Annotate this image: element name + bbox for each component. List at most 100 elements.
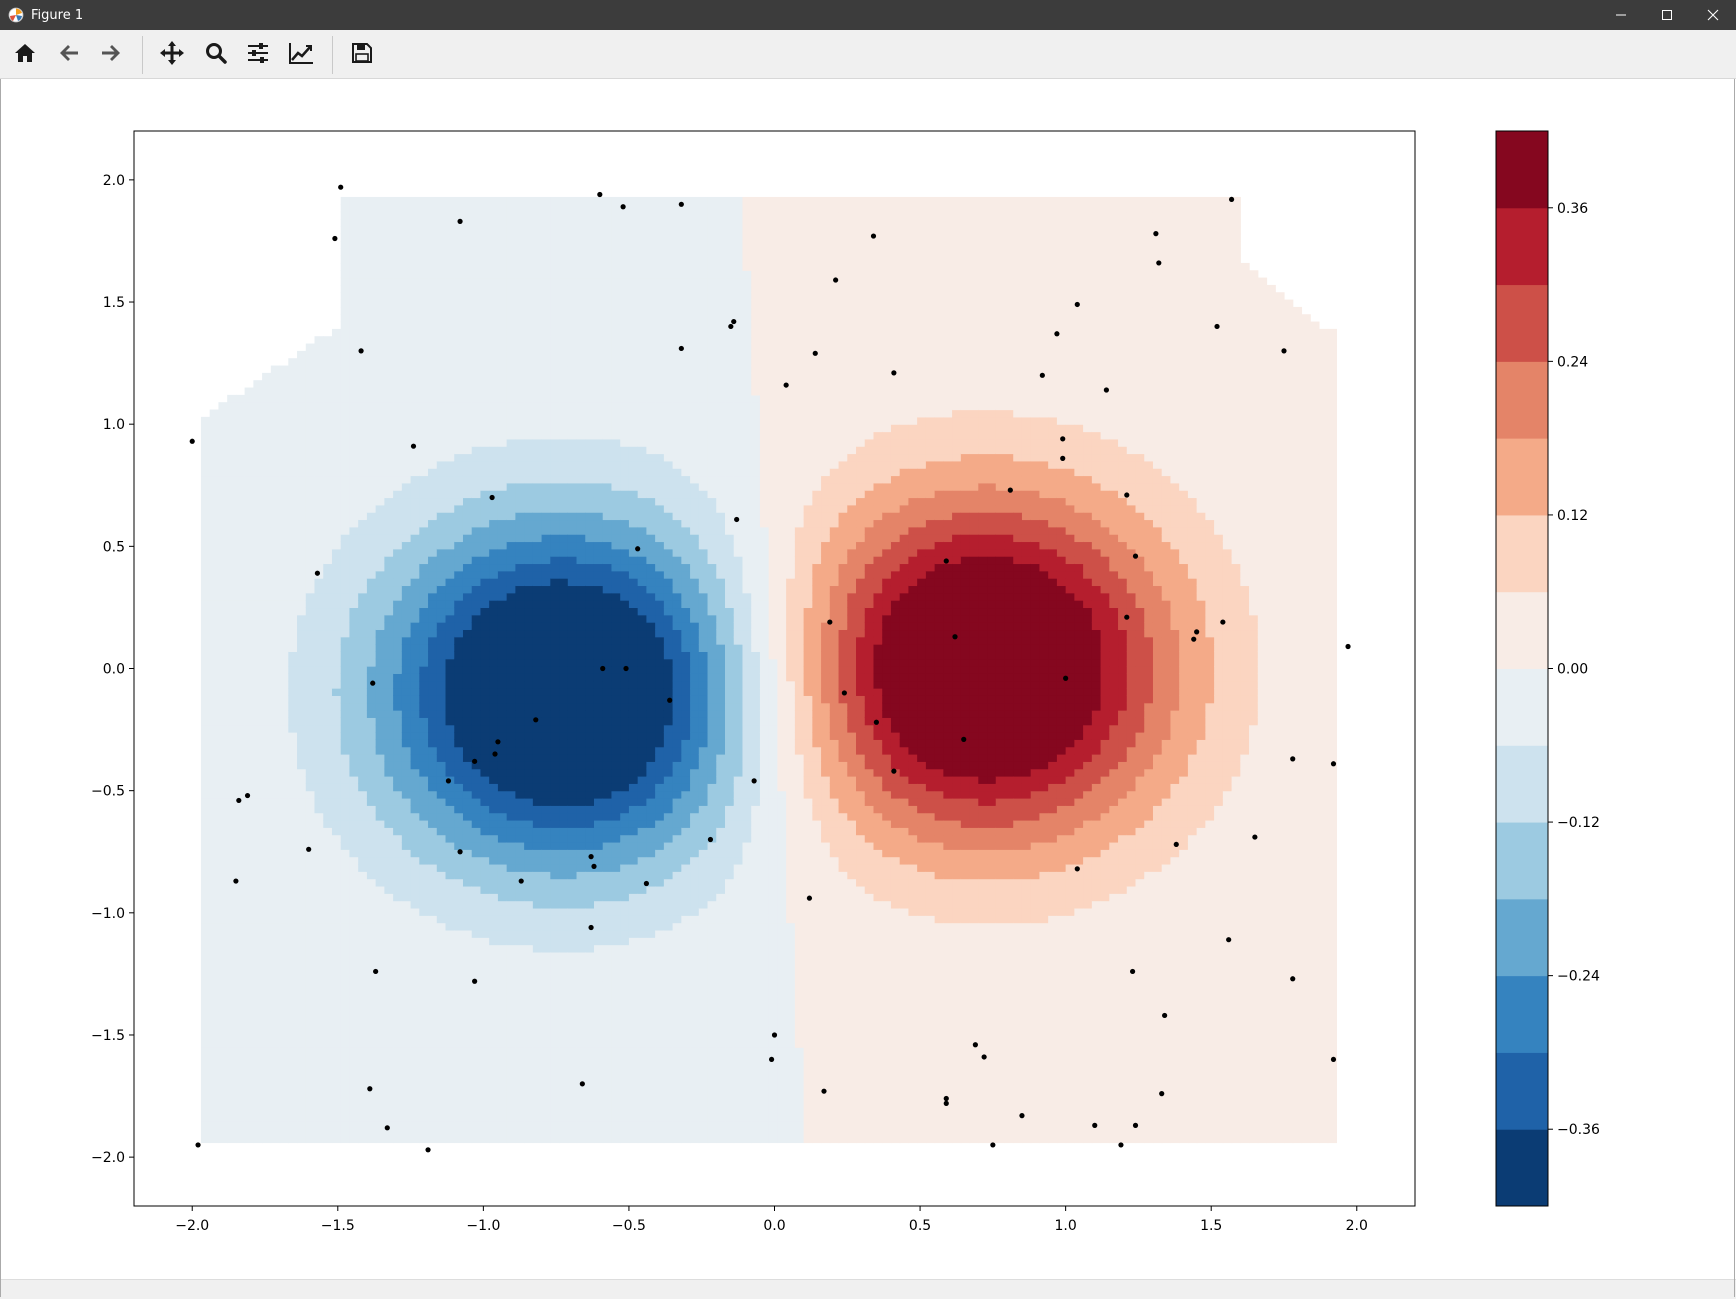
contour-cell: [480, 871, 490, 880]
contour-cell: [401, 270, 412, 279]
contour-cell: [375, 1098, 385, 1107]
contour-cell: [323, 651, 333, 660]
contour-cell: [515, 424, 525, 433]
contour-cell: [497, 541, 508, 550]
maximize-button[interactable]: [1644, 0, 1690, 30]
contour-cell: [462, 556, 473, 565]
contour-cell: [244, 732, 254, 740]
contour-cell: [445, 1025, 455, 1034]
pan-button[interactable]: [155, 38, 189, 72]
contour-cell: [489, 783, 499, 792]
contour-cell: [497, 453, 508, 462]
contour-cell: [262, 614, 272, 623]
contour-cell: [209, 805, 220, 814]
contour-cell: [532, 1039, 543, 1048]
zoom-button[interactable]: [199, 38, 233, 72]
contour-cell: [480, 204, 490, 213]
contour-cell: [253, 1098, 263, 1107]
contour-cell: [384, 482, 394, 491]
contour-cell: [279, 1098, 289, 1107]
contour-cell: [524, 739, 534, 748]
contour-cell: [559, 1113, 569, 1122]
forward-button[interactable]: [94, 38, 128, 72]
contour-cell: [235, 475, 246, 484]
contour-cell: [279, 636, 289, 645]
contour-cell: [401, 248, 412, 257]
contour-cell: [462, 988, 473, 997]
contour-cell: [541, 1032, 551, 1041]
contour-cell: [314, 600, 324, 609]
contour-cell: [515, 1076, 525, 1085]
contour-cell: [209, 922, 220, 931]
contour-cell: [436, 629, 447, 638]
contour-cell: [349, 460, 359, 469]
contour-cell: [401, 819, 412, 828]
contour-cell: [559, 900, 569, 909]
contour-cell: [532, 475, 543, 484]
contour-cell: [559, 1098, 569, 1107]
contour-cell: [532, 1010, 543, 1019]
contour-cell: [401, 841, 412, 850]
contour-cell: [288, 644, 298, 652]
contour-cell: [209, 438, 220, 447]
contour-cell: [436, 299, 447, 308]
contour-cell: [244, 1135, 254, 1144]
contour-cell: [349, 416, 359, 425]
contour-cell: [349, 394, 359, 403]
save-button[interactable]: [345, 38, 379, 72]
contour-cell: [428, 878, 438, 887]
figure-canvas[interactable]: −2.0 −1.5 −1.0 −0.5 0.0 0.5 1.0 1.5 2.0 −2.0 −1.5…: [0, 79, 1736, 1279]
contour-cell: [480, 768, 490, 777]
contour-cell: [218, 783, 228, 792]
contour-cell: [497, 871, 508, 880]
contour-cell: [454, 248, 464, 257]
contour-cell: [270, 915, 281, 924]
contour-cell: [462, 299, 473, 308]
contour-cell: [454, 1120, 464, 1129]
contour-cell: [480, 255, 490, 264]
contour-cell: [436, 475, 447, 484]
contour-cell: [445, 797, 455, 806]
contour-cell: [393, 805, 403, 814]
back-button[interactable]: [52, 38, 86, 72]
contour-cell: [550, 343, 560, 352]
contour-cell: [314, 585, 324, 594]
contour-cell: [471, 1039, 482, 1048]
contour-cell: [497, 292, 508, 301]
contour-cell: [227, 1113, 237, 1122]
contour-cell: [471, 585, 482, 594]
home-button[interactable]: [8, 38, 42, 72]
contour-cell: [340, 424, 351, 433]
contour-cell: [454, 306, 464, 315]
minimize-button[interactable]: [1598, 0, 1644, 30]
contour-cell: [393, 387, 403, 396]
contour-cell: [393, 724, 403, 733]
contour-cell: [331, 732, 342, 740]
contour-cell: [366, 1113, 377, 1122]
contour-cell: [401, 328, 412, 337]
contour-cell: [244, 563, 254, 572]
window-title: Figure 1: [31, 7, 84, 23]
contour-cell: [541, 629, 551, 638]
edit-axis-button[interactable]: [284, 38, 318, 72]
contour-cell: [384, 893, 394, 902]
contour-cell: [559, 907, 569, 916]
contour-cell: [331, 790, 342, 799]
contour-cell: [288, 893, 298, 902]
contour-cell: [314, 1120, 324, 1129]
contour-cell: [358, 915, 368, 924]
contour-cell: [489, 299, 499, 308]
contour-cell: [436, 849, 447, 858]
contour-cell: [489, 240, 499, 249]
contour-cell: [532, 915, 543, 924]
contour-cell: [532, 387, 543, 396]
contour-cell: [445, 1135, 455, 1144]
contour-cell: [541, 1054, 551, 1063]
contour-cell: [550, 746, 560, 755]
close-button[interactable]: [1690, 0, 1736, 30]
configure-subplots-button[interactable]: [241, 38, 275, 72]
contour-cell: [471, 776, 482, 784]
contour-cell: [323, 1113, 333, 1122]
contour-cell: [489, 629, 499, 638]
contour-cell: [270, 446, 281, 455]
